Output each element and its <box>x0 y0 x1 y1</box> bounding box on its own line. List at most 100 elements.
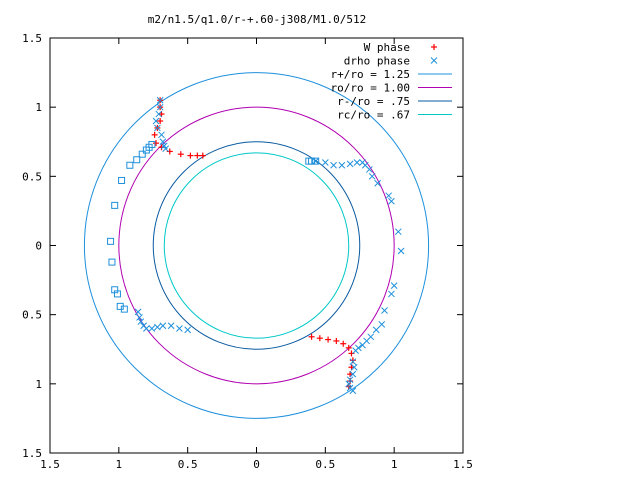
point-plus <box>349 357 356 364</box>
point-x <box>372 326 380 334</box>
circle-0-75 <box>152 141 361 350</box>
point-x <box>349 370 357 378</box>
point-plus <box>177 151 184 158</box>
legend-label: r-/ro = .75 <box>337 95 410 108</box>
chart-title: m2/n1.5/q1.0/r-+.60-j308/M1.0/512 <box>148 13 367 26</box>
point-plus <box>348 350 355 357</box>
point-plus <box>157 118 164 124</box>
point-square <box>113 290 121 298</box>
point-x <box>397 247 405 255</box>
point-x <box>381 307 388 314</box>
y-tick-label: 1 <box>35 101 42 114</box>
point-square <box>118 176 126 184</box>
point-x <box>154 323 161 331</box>
circle-0-67 <box>163 152 350 339</box>
point-x <box>176 325 183 332</box>
point-x <box>388 290 395 298</box>
point-x <box>156 96 164 104</box>
y-tick-label: 1.5 <box>22 32 42 45</box>
point-x <box>366 166 373 173</box>
point-x <box>159 322 167 330</box>
point-x <box>353 159 361 166</box>
point-plus <box>347 371 354 378</box>
legend-label: ro/ro = 1.00 <box>331 82 410 95</box>
point-square <box>142 146 150 154</box>
point-plus <box>340 340 347 347</box>
point-plus <box>308 333 315 340</box>
point-x <box>352 347 359 354</box>
y-tick-label: 0.5 <box>22 170 42 183</box>
point-x <box>338 161 346 169</box>
circle-1-25 <box>83 72 430 419</box>
point-square <box>312 157 320 165</box>
point-plus <box>333 337 340 344</box>
axis-ticks: 1.5 1 0.5 0 0.5 1 1.51.510.500.511.5 <box>22 32 473 471</box>
y-tick-label: 1.5 <box>22 447 42 460</box>
y-tick-label: 0 <box>35 240 42 253</box>
point-x <box>349 358 357 366</box>
point-square <box>126 161 134 169</box>
point-square <box>111 201 119 209</box>
radius-circles <box>83 72 430 419</box>
point-x <box>368 172 376 180</box>
x-tick-label: 1.5 <box>453 458 473 471</box>
point-square <box>138 150 146 158</box>
point-x <box>140 322 147 330</box>
point-x <box>346 160 354 168</box>
point-plus <box>348 364 355 371</box>
point-x <box>312 157 320 165</box>
point-x <box>136 314 143 321</box>
legend-label: rc/ro = .67 <box>337 109 410 122</box>
legend-label: drho phase <box>344 55 410 68</box>
point-x <box>390 282 398 289</box>
point-x <box>321 159 329 166</box>
point-x <box>330 161 337 169</box>
point-x <box>156 103 164 111</box>
point-x <box>359 341 366 349</box>
point-plus <box>158 111 165 118</box>
point-square <box>108 258 116 266</box>
point-x <box>388 197 395 205</box>
point-square <box>305 157 313 165</box>
point-plus <box>316 335 323 342</box>
point-x <box>152 117 160 125</box>
point-x <box>154 124 161 132</box>
legend-marker <box>431 44 437 50</box>
phase-points <box>107 96 405 395</box>
point-x <box>137 318 145 325</box>
point-plus <box>194 152 201 159</box>
point-plus <box>151 131 158 138</box>
point-x <box>184 326 192 334</box>
point-x <box>345 380 353 388</box>
point-plus <box>153 140 160 147</box>
x-tick-label: 1 <box>391 458 398 471</box>
point-x <box>134 308 142 316</box>
point-x <box>167 322 175 330</box>
point-x <box>374 179 382 187</box>
point-plus <box>166 148 173 155</box>
x-tick-label: 0.5 <box>178 458 198 471</box>
point-x <box>162 145 169 153</box>
point-x <box>394 228 402 236</box>
legend-label: r+/ro = 1.25 <box>331 68 410 81</box>
circle-1 <box>118 106 395 385</box>
point-x <box>349 387 357 395</box>
point-x <box>158 131 165 139</box>
point-square <box>120 305 128 313</box>
y-tick-label: 0.5 <box>22 309 42 322</box>
point-plus <box>199 152 206 159</box>
x-tick-label: 0.5 <box>315 458 335 471</box>
legend-marker <box>430 57 438 64</box>
point-square <box>107 237 115 245</box>
point-x <box>155 110 163 118</box>
x-tick-label: 1.5 <box>40 458 60 471</box>
point-x <box>350 363 358 371</box>
point-x <box>148 325 156 332</box>
point-plus <box>187 152 194 159</box>
point-plus <box>325 336 332 343</box>
x-tick-label: 1 <box>116 458 123 471</box>
y-tick-label: 1 <box>35 378 42 391</box>
